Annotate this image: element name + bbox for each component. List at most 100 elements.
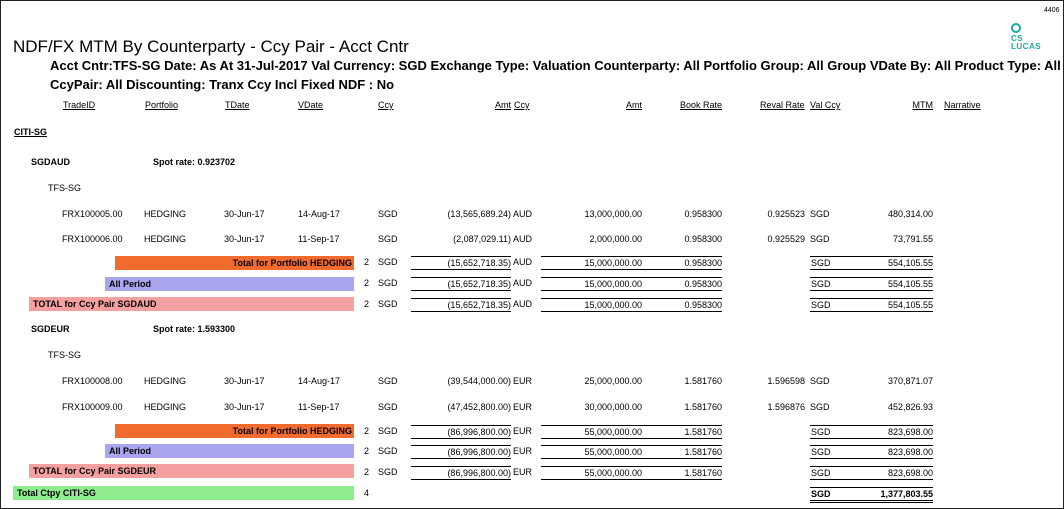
total-amt: (86,996,800.00) bbox=[411, 425, 511, 439]
trade-ccy: SGD bbox=[378, 234, 398, 244]
total-val-ccy: SGD bbox=[811, 489, 831, 499]
total-amt: (15,652,718.35) bbox=[411, 256, 511, 270]
trade-tdate: 30-Jun-17 bbox=[224, 402, 265, 412]
total-val-ccy: SGD bbox=[811, 300, 831, 310]
all-period-label: All Period bbox=[105, 277, 354, 291]
total-amt2: 15,000,000.00 0.958300 bbox=[541, 256, 722, 270]
total-mtm-value: 554,105.55 bbox=[887, 279, 933, 289]
total-val-ccy: SGD bbox=[811, 447, 831, 457]
trade-mtm: 452,826.93 bbox=[887, 402, 933, 412]
report-params-line1: Acct Cntr:TFS-SG Date: As At 31-Jul-2017… bbox=[50, 58, 1061, 73]
total-ccy2: AUD bbox=[513, 257, 533, 267]
total-book-rate: 1.581760 bbox=[684, 447, 722, 457]
trade-tdate: 30-Jun-17 bbox=[224, 234, 265, 244]
trade-book-rate: 1.581760 bbox=[684, 376, 722, 386]
trade-amt2: 25,000,000.00 bbox=[584, 376, 642, 386]
report-params-line2: CcyPair: All Discounting: Tranx Ccy Incl… bbox=[50, 77, 395, 92]
trade-book-rate: 0.958300 bbox=[684, 209, 722, 219]
trade-val-ccy: SGD bbox=[810, 402, 830, 412]
total-ccy2: EUR bbox=[513, 467, 533, 477]
trade-ccy: SGD bbox=[378, 402, 398, 412]
total-amt: (15,652,718.35) bbox=[411, 277, 511, 291]
trade-ccy2: AUD bbox=[513, 209, 533, 219]
trade-reval-rate: 0.925529 bbox=[767, 234, 805, 244]
header-amt: Amt bbox=[494, 100, 511, 110]
trade-val-ccy: SGD bbox=[810, 209, 830, 219]
header-amt2: Amt bbox=[625, 100, 642, 110]
ccy-pair-total-label: TOTAL for Ccy Pair SGDEUR bbox=[29, 464, 354, 478]
trade-id: FRX100008.00 bbox=[62, 376, 123, 386]
total-mtm: SGD 823,698.00 bbox=[810, 466, 933, 480]
trade-id: FRX100009.00 bbox=[62, 402, 123, 412]
total-val-ccy: SGD bbox=[811, 468, 831, 478]
acct-center-heading: TFS-SG bbox=[48, 350, 81, 360]
trade-ccy2: EUR bbox=[513, 376, 533, 386]
total-ccy: SGD bbox=[378, 278, 398, 288]
trade-mtm: 73,791.55 bbox=[892, 234, 933, 244]
total-mtm-value: 823,698.00 bbox=[887, 427, 933, 437]
total-count: 2 bbox=[364, 446, 370, 456]
header-tradeid: TradeID bbox=[63, 100, 96, 110]
header-vdate: VDate bbox=[298, 100, 324, 110]
total-mtm: SGD 554,105.55 bbox=[810, 298, 933, 312]
total-ccy2: EUR bbox=[513, 426, 533, 436]
counterparty-heading: CITI-SG bbox=[14, 127, 47, 137]
trade-val-ccy: SGD bbox=[810, 234, 830, 244]
trade-mtm: 480,314.00 bbox=[887, 209, 933, 219]
page-number: 4406 bbox=[1044, 7, 1060, 14]
logo-text-line2: LUCAS bbox=[1011, 42, 1042, 51]
logo-icon bbox=[1011, 23, 1021, 33]
total-mtm-value: 554,105.55 bbox=[887, 258, 933, 268]
total-amt2: 55,000,000.00 1.581760 bbox=[541, 466, 722, 480]
trade-amt2: 13,000,000.00 bbox=[584, 209, 642, 219]
header-tdate: TDate bbox=[225, 100, 250, 110]
total-book-rate: 1.581760 bbox=[684, 468, 722, 478]
total-amt2: 55,000,000.00 1.581760 bbox=[541, 425, 722, 439]
trade-reval-rate: 1.596876 bbox=[767, 402, 805, 412]
trade-amt: (47,452,800.00) bbox=[447, 402, 511, 412]
all-period-label: All Period bbox=[105, 444, 354, 458]
report-title: NDF/FX MTM By Counterparty - Ccy Pair - … bbox=[13, 37, 409, 56]
trade-ccy: SGD bbox=[378, 376, 398, 386]
trade-tdate: 30-Jun-17 bbox=[224, 376, 265, 386]
logo-text-line1: CS bbox=[1011, 34, 1024, 43]
total-amt2: 15,000,000.00 0.958300 bbox=[541, 277, 722, 291]
spot-rate: Spot rate: 1.593300 bbox=[153, 324, 236, 334]
ccy-pair-heading: SGDEUR bbox=[31, 324, 70, 334]
total-amt: (86,996,800.00) bbox=[411, 466, 511, 480]
total-book-rate: 0.958300 bbox=[684, 258, 722, 268]
total-val-ccy: SGD bbox=[811, 279, 831, 289]
trade-portfolio: HEDGING bbox=[144, 402, 187, 412]
total-amt: (15,652,718.35) bbox=[411, 298, 511, 312]
total-mtm: SGD 823,698.00 bbox=[810, 425, 933, 439]
total-count: 2 bbox=[364, 278, 370, 288]
total-ccy2: AUD bbox=[513, 278, 533, 288]
company-logo: CS LUCAS bbox=[1011, 23, 1051, 53]
total-count: 4 bbox=[364, 488, 370, 498]
total-mtm: SGD 823,698.00 bbox=[810, 445, 933, 459]
total-amt2: 15,000,000.00 0.958300 bbox=[541, 298, 722, 312]
total-ccy: SGD bbox=[378, 467, 398, 477]
trade-reval-rate: 1.596598 bbox=[767, 376, 805, 386]
header-ccy2: Ccy bbox=[514, 100, 530, 110]
trade-portfolio: HEDGING bbox=[144, 234, 187, 244]
ccy-pair-heading: SGDAUD bbox=[31, 157, 71, 167]
header-narrative: Narrative bbox=[944, 100, 981, 110]
header-mtm: MTM bbox=[912, 100, 934, 110]
trade-vdate: 14-Aug-17 bbox=[298, 209, 341, 219]
trade-tdate: 30-Jun-17 bbox=[224, 209, 265, 219]
trade-reval-rate: 0.925523 bbox=[767, 209, 805, 219]
trade-ccy2: EUR bbox=[513, 402, 533, 412]
total-ccy2: EUR bbox=[513, 446, 533, 456]
counterparty-total-label: Total Ctpy CITI-SG bbox=[13, 486, 354, 500]
total-ccy: SGD bbox=[378, 426, 398, 436]
total-mtm-value: 1,377,803.55 bbox=[880, 489, 933, 499]
trade-vdate: 14-Aug-17 bbox=[298, 376, 341, 386]
portfolio-total-label: Total for Portfolio HEDGING bbox=[115, 424, 354, 438]
total-amt2: 55,000,000.00 1.581760 bbox=[541, 445, 722, 459]
total-book-rate: 1.581760 bbox=[684, 427, 722, 437]
portfolio-total-label: Total for Portfolio HEDGING bbox=[115, 256, 354, 270]
trade-amt2: 2,000,000.00 bbox=[589, 234, 642, 244]
total-amt2-value: 15,000,000.00 bbox=[584, 279, 642, 289]
